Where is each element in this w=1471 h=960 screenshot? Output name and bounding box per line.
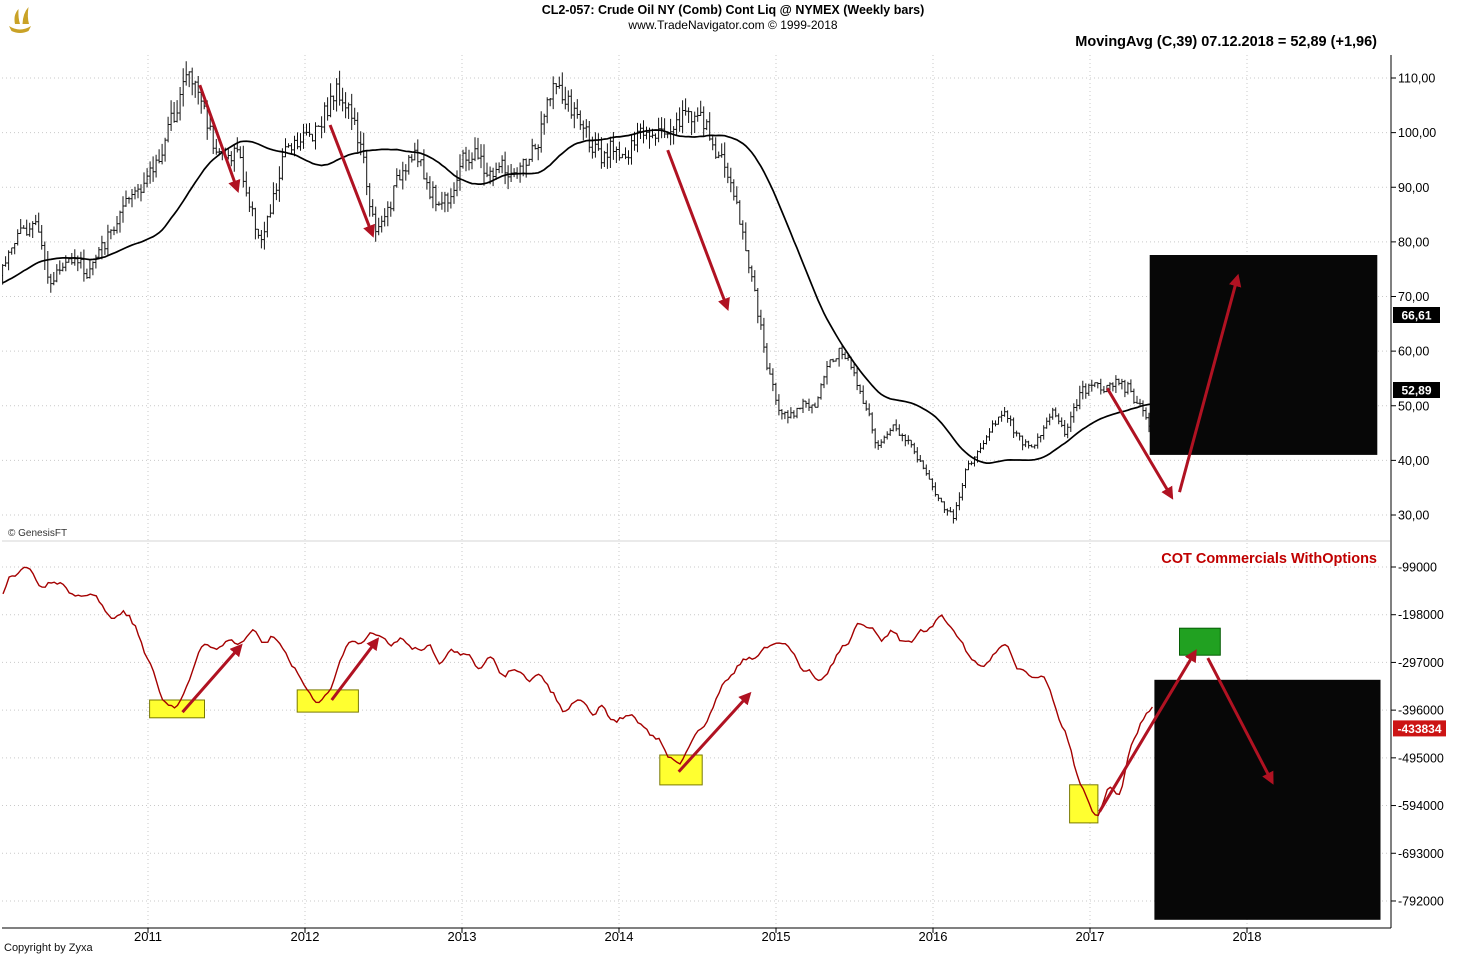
price-axis-tick: 90,00 xyxy=(1398,181,1429,195)
cot-axis-tick: -396000 xyxy=(1398,704,1444,718)
trend-arrow-down xyxy=(1106,387,1174,500)
cot-axis-tick: -198000 xyxy=(1398,608,1444,622)
trend-arrow-up xyxy=(1098,649,1197,813)
year-label: 2016 xyxy=(919,929,948,944)
cot-commercials-line xyxy=(2,566,1153,817)
moving-average-line xyxy=(2,129,1153,464)
price-badge-moving-avg-text: 52,89 xyxy=(1401,384,1431,398)
price-axis-tick: 110,00 xyxy=(1398,72,1435,86)
yellow-highlight-box xyxy=(149,699,206,719)
cot-last-value-badge-text: -433834 xyxy=(1397,722,1441,736)
hidden-region-price xyxy=(1149,255,1378,455)
hidden-region-cot xyxy=(1154,679,1381,920)
year-label: 2015 xyxy=(762,929,791,944)
price-axis-tick: 60,00 xyxy=(1398,345,1429,359)
price-axis-tick: 70,00 xyxy=(1398,290,1429,304)
year-label: 2014 xyxy=(605,929,634,944)
cot-axis-tick: -495000 xyxy=(1398,751,1444,765)
signal-highlight-boxes xyxy=(149,689,1099,824)
trend-arrow-down xyxy=(666,149,730,311)
year-label: 2018 xyxy=(1233,929,1262,944)
price-axis-tick: 100,00 xyxy=(1398,126,1436,140)
cot-axis-tick: -594000 xyxy=(1398,799,1444,813)
hidden-future-boxes xyxy=(1149,255,1381,920)
genesis-watermark: © GenesisFT xyxy=(8,528,67,539)
annotation-arrows xyxy=(181,84,1274,813)
trend-arrow-up xyxy=(1178,273,1242,493)
cot-axis-tick: -792000 xyxy=(1398,895,1444,909)
year-label: 2017 xyxy=(1076,929,1105,944)
weekly-price-bars xyxy=(2,61,1154,524)
cot-axis-tick: -99000 xyxy=(1398,561,1437,575)
year-label: 2011 xyxy=(134,929,162,944)
cot-panel-title: COT Commercials WithOptions xyxy=(1161,551,1377,567)
price-axis-tick: 50,00 xyxy=(1398,399,1429,413)
copyright-note: Copyright by Zyxa xyxy=(4,942,94,954)
price-badge-moving-avg: 52,89 xyxy=(1393,382,1440,398)
cot-axis-tick: -693000 xyxy=(1398,847,1444,861)
price-badge-last-high: 66,61 xyxy=(1393,307,1440,323)
year-label: 2012 xyxy=(291,929,320,944)
price-badge-last-high-text: 66,61 xyxy=(1401,309,1431,323)
chart-title: CL2-057: Crude Oil NY (Comb) Cont Liq @ … xyxy=(542,3,925,17)
trend-arrow-up xyxy=(181,643,243,714)
trend-arrow-up xyxy=(330,637,380,701)
axes xyxy=(2,55,1396,933)
trend-arrow-down xyxy=(328,124,375,238)
trend-arrow-up xyxy=(677,691,752,773)
moving-average-readout: MovingAvg (C,39) 07.12.2018 = 52,89 (+1,… xyxy=(1075,34,1377,50)
website-credit: www.TradeNavigator.com © 1999-2018 xyxy=(627,18,837,32)
cot-last-value-badge: -433834 xyxy=(1393,720,1446,737)
green-highlight-box xyxy=(1179,627,1221,656)
cot-axis-tick: -297000 xyxy=(1398,656,1444,670)
year-label: 2013 xyxy=(448,929,477,944)
trend-arrow-down xyxy=(1206,657,1274,785)
genesis-logo-icon xyxy=(9,7,31,33)
axis-labels: 110,00 100,00 90,00 80,00 70,00 60,00 50,00 40,… xyxy=(134,72,1444,945)
price-axis-tick: 40,00 xyxy=(1398,454,1429,468)
yellow-highlight-box xyxy=(296,689,359,713)
price-axis-tick: 80,00 xyxy=(1398,235,1429,249)
price-axis-tick: 30,00 xyxy=(1398,509,1429,523)
trend-arrow-down xyxy=(198,84,241,193)
